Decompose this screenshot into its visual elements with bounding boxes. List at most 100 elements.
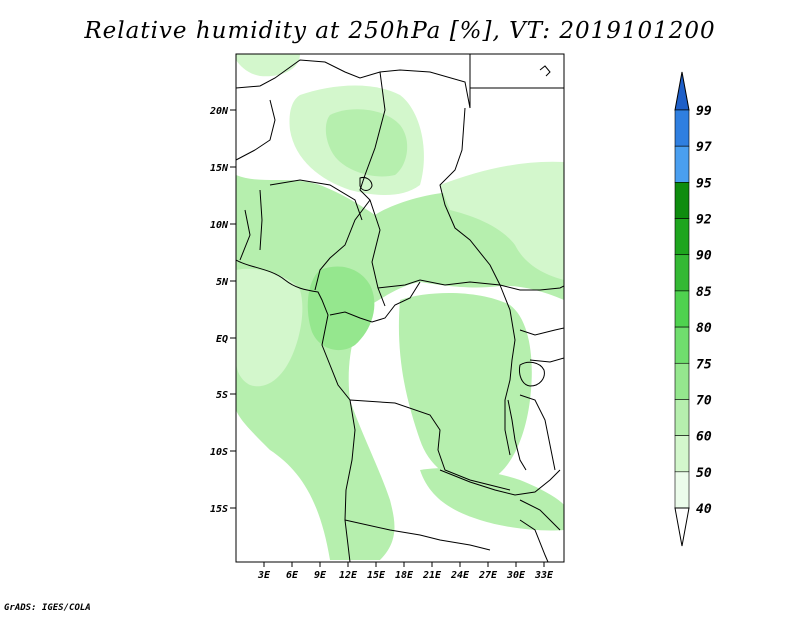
lon-tick: 18E [395, 562, 414, 581]
lon-tick-label: 27E [478, 570, 498, 581]
lon-tick: 6E [286, 562, 299, 581]
coastline-west-africa [236, 259, 356, 562]
colorbar-label: 90 [696, 249, 712, 264]
lon-tick: 27E [478, 562, 498, 581]
colorbar-max-arrow [674, 71, 690, 111]
colorbar-label: 95 [696, 176, 712, 191]
lon-tick: 9E [314, 562, 327, 581]
humidity-region-west [236, 168, 564, 560]
colorbar-swatch [674, 290, 690, 328]
humidity-region-south [420, 468, 564, 531]
colorbar-swatch [674, 362, 690, 400]
humidity-shading [236, 54, 564, 560]
border-sahara-north [236, 59, 471, 109]
lon-tick-label: 9E [314, 570, 327, 581]
lat-tick-label: EQ [216, 334, 228, 345]
border-cameroon [314, 199, 371, 291]
lat-tick-label: 15N [210, 163, 229, 174]
colorbar-label: 99 [696, 104, 712, 119]
lon-tick-label: 30E [506, 570, 526, 581]
lon-axis: 3E 6E 9E 12E 15E 18E 21E 24E 27E 30E 33E [257, 562, 554, 581]
lon-tick-label: 6E [286, 570, 299, 581]
lon-tick-label: 12E [339, 570, 358, 581]
lat-tick: EQ [216, 334, 236, 345]
colorbar-label: 75 [696, 357, 712, 372]
lat-tick: 10S [210, 447, 236, 458]
lat-tick: 5N [216, 277, 236, 288]
colorbar-label: 80 [696, 321, 712, 336]
humidity-region-central-east [398, 293, 532, 483]
border-car [377, 279, 501, 289]
horn-coast [539, 65, 551, 77]
lat-tick-label: 5N [216, 277, 229, 288]
lon-tick-label: 3E [257, 570, 271, 581]
lon-tick: 3E [257, 562, 271, 581]
colorbar-label: 97 [696, 140, 712, 155]
colorbar-swatch [674, 218, 690, 256]
border-west-mali [236, 99, 276, 261]
lon-tick: 24E [450, 562, 470, 581]
colorbar-swatch [674, 109, 690, 147]
humidity-region-north-inner [325, 109, 408, 177]
border-east-africa [519, 327, 564, 471]
humidity-region-top [236, 54, 300, 77]
border-niger-chad [359, 71, 386, 307]
colorbar-swatch [674, 399, 690, 436]
colorbar-min-arrow [674, 507, 690, 547]
lat-tick-label: 20N [209, 106, 229, 117]
lon-tick: 21E [422, 562, 442, 581]
humidity-region-east [440, 161, 564, 280]
colorbar-label: 60 [696, 430, 712, 445]
lat-tick: 20N [209, 106, 236, 117]
colorbar-swatch [674, 145, 690, 183]
lake-chad [359, 177, 373, 191]
border-angola [344, 519, 491, 551]
map-frame [235, 53, 565, 563]
lake-victoria [519, 361, 545, 387]
border-libya-egypt [469, 54, 564, 108]
lat-tick: 10N [210, 220, 236, 231]
colorbar-label: 70 [696, 393, 712, 408]
lon-tick: 33E [534, 562, 554, 581]
border-congo [329, 281, 421, 323]
lon-tick-label: 24E [450, 570, 470, 581]
colorbar-swatch [674, 435, 690, 473]
border-zambia [439, 469, 561, 496]
border-mozambique [519, 499, 561, 562]
lon-tick: 12E [339, 562, 358, 581]
humidity-region-ocean [236, 268, 303, 387]
border-sudan-south [499, 284, 564, 291]
country-borders [236, 54, 564, 562]
lon-tick: 15E [367, 562, 386, 581]
lon-tick-label: 21E [422, 570, 442, 581]
colorbar-label: 40 [696, 502, 712, 517]
colorbar-swatch [674, 326, 690, 364]
border-drc-east [499, 284, 516, 456]
lon-tick-label: 15E [367, 570, 386, 581]
lat-tick: 5S [216, 390, 236, 401]
colorbar-swatch [674, 254, 690, 292]
grads-credit: GrADS: IGES/COLA [4, 603, 91, 613]
border-drc-south [349, 399, 511, 491]
lon-tick-label: 33E [534, 570, 554, 581]
lat-tick-label: 15S [210, 504, 228, 515]
lon-tick: 30E [506, 562, 526, 581]
lon-tick-label: 18E [395, 570, 414, 581]
lat-tick-label: 10S [210, 447, 228, 458]
lat-tick: 15N [210, 163, 236, 174]
border-nigeria [269, 179, 363, 221]
lat-axis: 20N 15N 10N 5N EQ 5S 10S 15S [209, 106, 236, 515]
lake-tanganyika [507, 399, 527, 471]
lat-tick: 15S [210, 504, 236, 515]
map-title: Relative humidity at 250hPa [%], VT: 201… [84, 18, 716, 44]
colorbar-label: 92 [696, 213, 712, 228]
lat-tick-label: 5S [216, 390, 228, 401]
colorbar-label: 85 [696, 285, 712, 300]
humidity-region-center [307, 266, 375, 351]
colorbar: 99 97 95 92 90 85 80 75 70 60 50 40 [674, 71, 712, 547]
colorbar-label: 50 [696, 466, 712, 481]
border-chad-sudan [439, 107, 501, 286]
colorbar-swatch [674, 471, 690, 509]
lat-tick-label: 10N [210, 220, 229, 231]
